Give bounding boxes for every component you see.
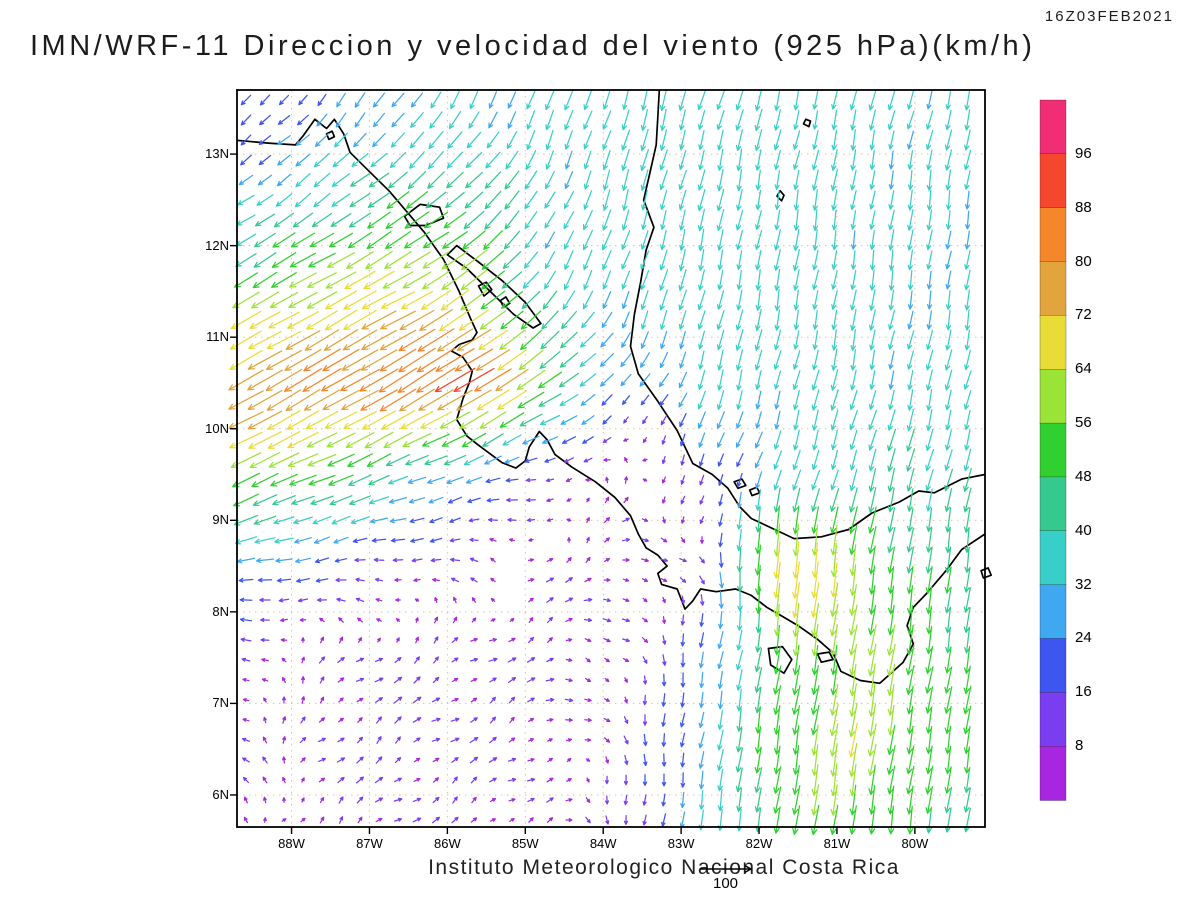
coastline [477,281,493,297]
valid-time-label: 16Z03FEB2021 [1044,8,1174,25]
coastlines [236,89,993,685]
chart-title: IMN/WRF-11 Direccion y velocidad del vie… [30,30,1036,62]
x-axis-label: 82W [745,836,773,851]
colorbar-label: 40 [1075,521,1092,539]
y-axis-label: 10N [205,420,229,436]
y-axis-label: 8N [212,603,229,619]
colorbar-label: 88 [1075,198,1092,216]
x-axis-label: 84W [589,836,617,851]
coastline [748,486,761,497]
colorbar-label: 24 [1075,629,1092,647]
colorbar-label: 16 [1075,683,1092,701]
reference-vector-label: 100 [712,875,739,892]
colorbar-label: 72 [1075,306,1092,324]
x-axis-label: 81W [823,836,851,851]
plot-frame [230,89,986,834]
coastline [325,130,336,141]
x-axis-label: 85W [511,836,539,851]
x-axis-label: 87W [356,836,383,851]
coastline [980,567,993,579]
coastline [802,118,812,128]
colorbar-label: 96 [1075,144,1092,162]
coastline [816,651,834,664]
x-axis-label: 88W [278,836,305,851]
reference-vector [700,864,753,874]
credit-text: Instituto Meteorologico Nacional Costa R… [428,856,900,879]
y-axis-label: 7N [212,695,229,711]
colorbar-label: 48 [1075,467,1092,485]
colorbar-label: 80 [1075,252,1092,270]
y-axis-label: 13N [205,146,229,162]
y-axis-label: 12N [205,237,229,253]
coastline [499,296,511,308]
y-axis-label: 6N [212,786,229,802]
coastline [733,478,747,490]
colorbar-label: 8 [1075,737,1084,755]
colorbar-label: 56 [1075,414,1092,432]
colorbar-label: 64 [1075,360,1092,378]
y-axis-label: 11N [206,329,229,345]
colorbar [1039,99,1067,801]
y-axis-label: 9N [212,512,229,528]
colorbar-label: 32 [1075,575,1092,593]
x-axis-label: 86W [434,836,461,851]
x-axis-label: 83W [667,836,695,851]
coastline [629,89,986,540]
x-axis-label: 80W [901,836,929,851]
wind-arrows [228,88,972,836]
